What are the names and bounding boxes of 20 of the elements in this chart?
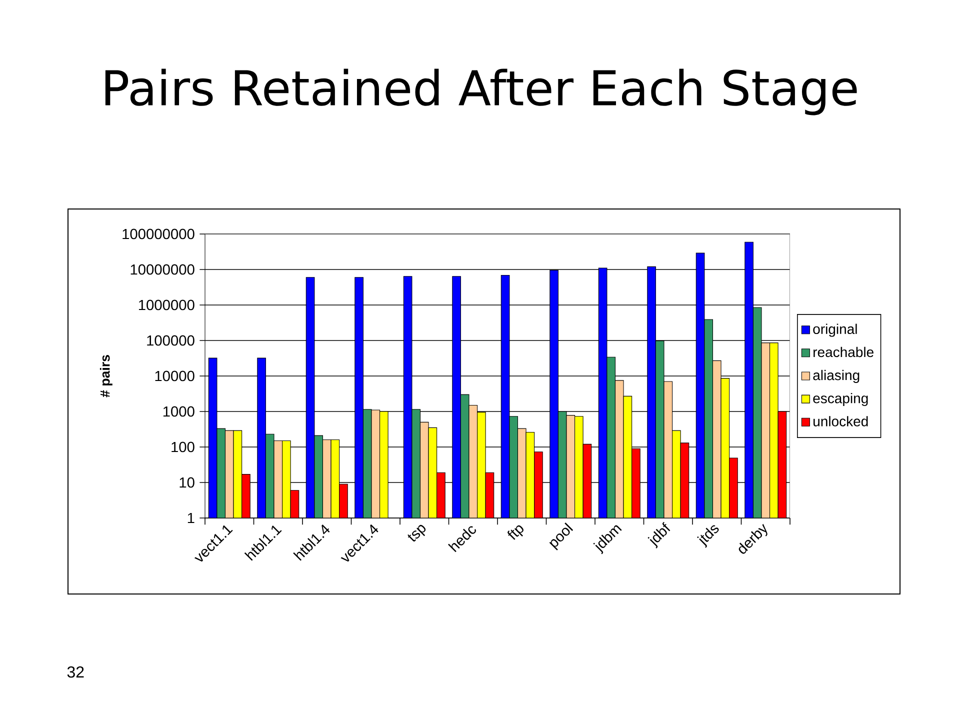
x-tick-label: ftp	[508, 525, 524, 540]
legend-label: aliasing	[813, 370, 860, 383]
y-tick-label: 1000000	[138, 300, 194, 310]
y-tick-label: 10000000	[130, 264, 194, 275]
y-tick-label: 10000	[155, 370, 194, 382]
y-axis-title: # pairs	[100, 355, 112, 398]
legend-label: reachable	[814, 346, 874, 358]
legend-label: original	[813, 324, 857, 337]
x-tick-label: tsp	[408, 524, 426, 542]
y-tick-label: 1000	[163, 406, 194, 417]
y-tick-label: 1	[188, 512, 194, 524]
y-tick-label: 10	[180, 477, 194, 488]
y-tick-label: 100000000	[122, 228, 194, 240]
y-tick-label: 100	[172, 442, 194, 452]
legend-label: escaping	[813, 392, 868, 406]
x-tick-label: jtds	[697, 525, 719, 548]
chart-title: Pairs Retained After Each Stage	[105, 68, 857, 116]
text: 32	[67, 666, 84, 678]
legend-label: unlocked	[814, 416, 868, 426]
y-tick-label: 100000	[147, 335, 194, 346]
